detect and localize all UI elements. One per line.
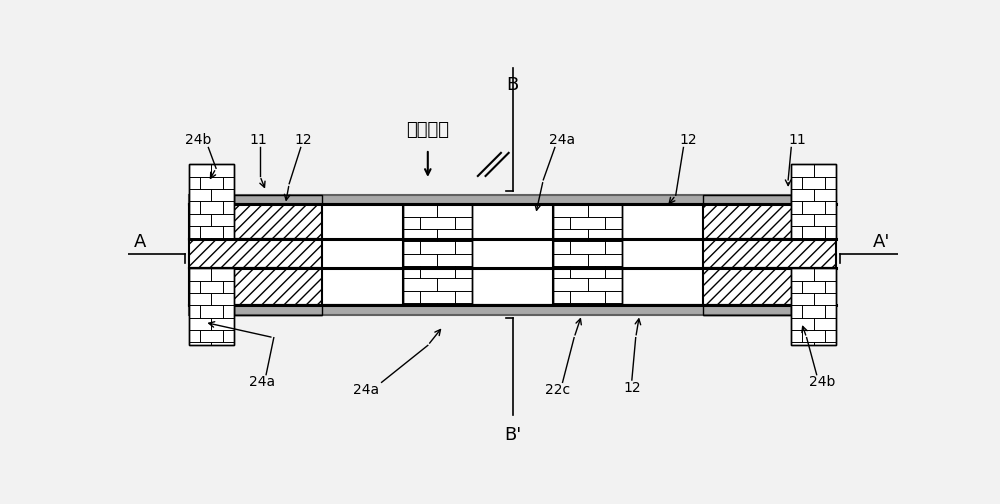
Text: 11: 11 [789, 133, 806, 147]
Bar [234, 195, 322, 205]
Bar [322, 205, 403, 305]
Text: A': A' [872, 233, 890, 250]
Text: 24b: 24b [809, 375, 835, 389]
Bar [189, 268, 234, 345]
Bar [703, 305, 791, 314]
Text: 12: 12 [294, 133, 312, 147]
Bar [403, 205, 472, 305]
Text: B: B [506, 76, 519, 94]
Bar [622, 205, 703, 305]
Bar [189, 268, 836, 305]
Bar [234, 305, 322, 314]
Bar [234, 305, 322, 314]
Text: A: A [134, 233, 146, 250]
Bar [553, 205, 622, 305]
Bar [472, 205, 553, 305]
Text: 24b: 24b [185, 133, 212, 147]
Bar [791, 268, 836, 345]
Bar [189, 195, 836, 205]
Text: 24a: 24a [249, 375, 275, 389]
Bar [234, 195, 322, 205]
Bar [189, 268, 234, 345]
Text: 12: 12 [679, 133, 697, 147]
Bar [791, 164, 836, 239]
Text: 24a: 24a [549, 133, 576, 147]
Bar [703, 305, 791, 314]
Bar [703, 195, 791, 205]
Bar [189, 305, 836, 314]
Bar [791, 164, 836, 239]
Text: 水流方向: 水流方向 [406, 121, 449, 139]
Bar [189, 164, 234, 239]
Text: 22c: 22c [545, 383, 570, 397]
Bar [791, 268, 836, 345]
Bar [703, 195, 791, 205]
Text: B': B' [504, 426, 521, 444]
Bar [189, 164, 234, 239]
Bar [189, 239, 836, 268]
Bar [403, 205, 472, 305]
Text: 24a: 24a [353, 383, 379, 397]
Bar [189, 205, 836, 239]
Bar [553, 205, 622, 305]
Text: 11: 11 [250, 133, 267, 147]
Text: 12: 12 [623, 381, 641, 395]
